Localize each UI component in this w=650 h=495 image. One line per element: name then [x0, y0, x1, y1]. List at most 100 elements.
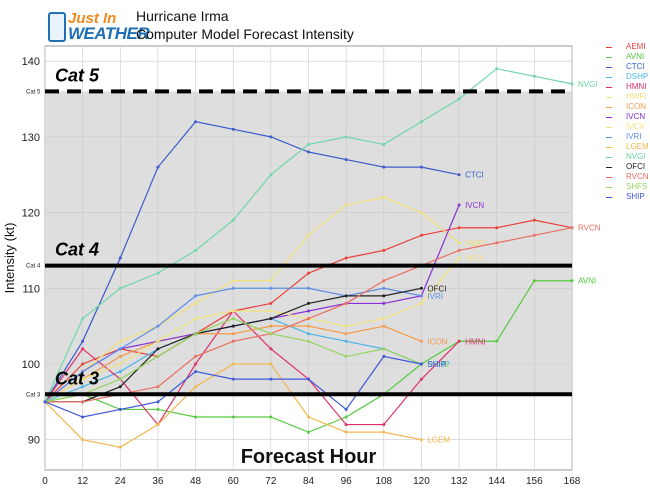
data-point-lgem — [156, 423, 160, 427]
data-point-ivcn — [382, 301, 386, 305]
legend-label: OFCI — [626, 162, 646, 171]
legend-item-avni: AVNI — [606, 52, 650, 62]
data-point-nvgi — [532, 74, 536, 78]
data-point-hwfi — [231, 279, 235, 283]
data-point-hwfi — [194, 301, 198, 305]
legend-swatch — [606, 77, 612, 78]
data-point-nvgi — [457, 97, 461, 101]
data-point-shfs — [231, 317, 235, 321]
y-tick-label: 100 — [22, 359, 40, 371]
data-point-nvgi — [118, 286, 122, 290]
series-line-ivcx — [44, 257, 460, 403]
data-point-ofci — [344, 294, 348, 298]
x-tick-label: 108 — [375, 476, 392, 487]
x-tick-label: 132 — [451, 476, 468, 487]
legend-label: IVCX — [626, 122, 645, 131]
data-point-ship — [307, 377, 310, 381]
y-tick-label: 90 — [28, 435, 40, 447]
legend-item-nvgi: NVGI — [606, 152, 650, 162]
data-point-icon — [307, 324, 310, 328]
data-point-nvgi — [231, 218, 235, 222]
data-point-ofci — [269, 317, 273, 321]
data-point-ivcx — [457, 256, 461, 260]
data-point-hwfi — [382, 195, 386, 199]
data-point-avni — [194, 415, 198, 419]
end-label-ofci: OFCI — [427, 284, 446, 293]
legend-item-ivri: IVRI — [606, 132, 650, 142]
data-point-ivri — [382, 286, 386, 290]
data-point-dshp — [344, 339, 348, 343]
data-point-shfs — [382, 347, 386, 351]
data-point-ctci — [81, 339, 85, 343]
data-point-lgem — [231, 362, 235, 366]
data-point-rvcn — [570, 226, 574, 230]
legend-label: IVCN — [626, 112, 646, 121]
data-point-dshp — [118, 370, 122, 374]
legend-label: SHIP — [626, 192, 645, 201]
data-point-aemi — [532, 218, 536, 222]
data-point-ivri — [419, 294, 423, 298]
x-tick-label: 60 — [228, 476, 240, 487]
category-label: Cat 3 — [55, 368, 99, 388]
data-point-hmni — [344, 423, 348, 427]
data-point-lgem — [118, 445, 122, 449]
data-point-rvcn — [495, 241, 499, 245]
data-point-shfs — [194, 332, 198, 336]
data-point-nvgi — [495, 67, 499, 71]
legend-label: CTCI — [626, 62, 645, 71]
data-point-ship — [382, 354, 386, 358]
legend-item-ofci: OFCI — [606, 162, 650, 172]
category-tick-label: Cat 5 — [26, 89, 41, 95]
data-point-ship — [194, 370, 198, 374]
legend-item-lgem: LGEM — [606, 142, 650, 152]
data-point-nvgi — [81, 317, 85, 321]
end-label-rvcn: RVCN — [578, 224, 601, 233]
category-tick-label: Cat 3 — [26, 392, 41, 398]
legend-item-icon: ICON — [606, 102, 650, 112]
data-point-lgem — [307, 415, 310, 419]
end-label-dshp: DSHP — [427, 360, 449, 369]
data-point-ofci — [118, 385, 122, 389]
data-point-nvgi — [307, 142, 310, 146]
legend-item-shfs: SHFS — [606, 182, 650, 192]
data-point-rvcn — [231, 339, 235, 343]
legend-swatch — [606, 107, 612, 108]
data-point-ivcx — [194, 317, 198, 321]
data-point-ivcx — [231, 309, 235, 313]
data-point-ship — [43, 400, 47, 404]
data-point-hwfi — [307, 233, 310, 237]
data-point-dshp — [81, 385, 85, 389]
chart-title-line-2: Computer Model Forecast Intensity — [136, 26, 354, 42]
data-point-aemi — [344, 256, 348, 260]
data-point-ivri — [81, 370, 85, 374]
data-point-rvcn — [156, 385, 160, 389]
legend-swatch — [606, 127, 612, 128]
end-label-lgem: LGEM — [427, 436, 450, 445]
data-point-icon — [231, 332, 235, 336]
data-point-hwfi — [457, 241, 461, 245]
data-point-lgem — [419, 438, 423, 442]
legend-swatch — [606, 137, 612, 138]
data-point-rvcn — [194, 354, 198, 358]
data-point-hmni — [457, 339, 461, 343]
data-point-ctci — [382, 165, 386, 169]
data-point-ship — [269, 377, 273, 381]
data-point-rvcn — [344, 301, 348, 305]
category-label: Cat 4 — [55, 240, 99, 260]
legend-item-hmni: HMNI — [606, 82, 650, 92]
data-point-rvcn — [307, 317, 310, 321]
legend-item-ctci: CTCI — [606, 62, 650, 72]
legend-swatch — [606, 187, 612, 188]
data-point-nvgi — [269, 173, 273, 177]
data-point-ivcn — [307, 309, 310, 313]
data-point-nvgi — [382, 142, 386, 146]
data-point-icon — [419, 339, 423, 343]
legend-label: ICON — [626, 102, 646, 111]
end-label-hmni: HMNI — [465, 337, 485, 346]
data-point-ivcx — [156, 339, 160, 343]
end-label-ivcn: IVCN — [465, 201, 484, 210]
data-point-ivcx — [344, 324, 348, 328]
y-axis-label: Intensity (kt) — [2, 223, 17, 294]
logo-text-weather: WEATHER — [68, 24, 150, 43]
